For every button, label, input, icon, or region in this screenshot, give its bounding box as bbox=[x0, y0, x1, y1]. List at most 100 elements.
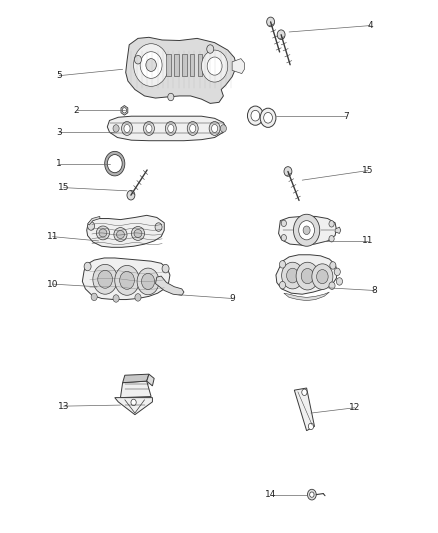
Circle shape bbox=[201, 50, 228, 82]
Polygon shape bbox=[120, 381, 151, 398]
Circle shape bbox=[207, 45, 214, 53]
Circle shape bbox=[303, 226, 310, 235]
Polygon shape bbox=[284, 292, 329, 301]
Text: 14: 14 bbox=[265, 490, 276, 499]
Circle shape bbox=[334, 268, 340, 276]
Circle shape bbox=[88, 222, 95, 230]
Circle shape bbox=[279, 261, 286, 268]
Circle shape bbox=[330, 262, 336, 269]
Ellipse shape bbox=[114, 228, 127, 241]
Polygon shape bbox=[166, 54, 171, 76]
Circle shape bbox=[146, 59, 156, 71]
Circle shape bbox=[134, 44, 169, 86]
Circle shape bbox=[302, 389, 307, 395]
Circle shape bbox=[282, 262, 304, 289]
Circle shape bbox=[140, 52, 162, 78]
Text: 8: 8 bbox=[371, 286, 378, 295]
Ellipse shape bbox=[99, 229, 107, 237]
Ellipse shape bbox=[212, 124, 218, 132]
Ellipse shape bbox=[124, 124, 130, 132]
Text: 4: 4 bbox=[367, 21, 373, 30]
Circle shape bbox=[247, 106, 263, 125]
Ellipse shape bbox=[144, 122, 154, 135]
Circle shape bbox=[107, 155, 122, 173]
Circle shape bbox=[317, 270, 328, 284]
Circle shape bbox=[141, 273, 155, 289]
Text: 15: 15 bbox=[58, 183, 69, 192]
Polygon shape bbox=[182, 54, 187, 76]
Circle shape bbox=[267, 17, 275, 27]
Circle shape bbox=[310, 492, 314, 497]
Circle shape bbox=[329, 236, 334, 242]
Circle shape bbox=[115, 265, 139, 295]
Circle shape bbox=[286, 268, 299, 283]
Ellipse shape bbox=[187, 122, 198, 135]
Circle shape bbox=[279, 281, 286, 289]
Circle shape bbox=[162, 264, 169, 273]
Text: 2: 2 bbox=[74, 106, 79, 115]
Ellipse shape bbox=[134, 229, 142, 237]
Ellipse shape bbox=[190, 124, 196, 132]
Polygon shape bbox=[279, 216, 336, 245]
Circle shape bbox=[251, 110, 260, 121]
Circle shape bbox=[127, 190, 135, 200]
Circle shape bbox=[113, 295, 119, 302]
Circle shape bbox=[281, 235, 286, 241]
Ellipse shape bbox=[146, 124, 152, 132]
Circle shape bbox=[120, 271, 134, 289]
Circle shape bbox=[329, 282, 335, 289]
Polygon shape bbox=[232, 59, 244, 74]
Polygon shape bbox=[115, 398, 152, 415]
Circle shape bbox=[135, 294, 141, 301]
Circle shape bbox=[113, 125, 119, 132]
Ellipse shape bbox=[168, 124, 174, 132]
Polygon shape bbox=[126, 37, 237, 103]
Polygon shape bbox=[147, 374, 154, 386]
Polygon shape bbox=[87, 215, 164, 247]
Circle shape bbox=[284, 167, 292, 176]
Circle shape bbox=[155, 223, 162, 231]
Ellipse shape bbox=[96, 226, 110, 240]
Polygon shape bbox=[198, 54, 202, 76]
Ellipse shape bbox=[117, 230, 124, 239]
Circle shape bbox=[134, 55, 141, 64]
Text: 1: 1 bbox=[56, 159, 62, 168]
Ellipse shape bbox=[121, 122, 132, 135]
Polygon shape bbox=[294, 388, 314, 431]
Ellipse shape bbox=[209, 122, 220, 135]
Text: 12: 12 bbox=[349, 403, 360, 412]
Text: 5: 5 bbox=[56, 71, 62, 80]
Text: 9: 9 bbox=[229, 294, 235, 303]
Circle shape bbox=[98, 270, 113, 288]
Text: 3: 3 bbox=[56, 128, 62, 136]
Circle shape bbox=[131, 399, 136, 406]
Circle shape bbox=[137, 268, 159, 295]
Circle shape bbox=[264, 112, 272, 123]
Circle shape bbox=[307, 489, 316, 500]
Polygon shape bbox=[190, 54, 194, 76]
Circle shape bbox=[260, 108, 276, 127]
Circle shape bbox=[93, 264, 117, 294]
Circle shape bbox=[281, 220, 286, 227]
Polygon shape bbox=[121, 106, 128, 115]
Text: 13: 13 bbox=[58, 402, 69, 410]
Text: 11: 11 bbox=[47, 232, 58, 241]
Circle shape bbox=[207, 57, 222, 75]
Circle shape bbox=[336, 278, 343, 285]
Polygon shape bbox=[123, 374, 149, 383]
Circle shape bbox=[84, 262, 91, 271]
Circle shape bbox=[122, 108, 127, 113]
Circle shape bbox=[312, 264, 333, 289]
Polygon shape bbox=[82, 258, 170, 300]
Text: 11: 11 bbox=[362, 237, 374, 245]
Text: 15: 15 bbox=[362, 166, 374, 175]
Text: 7: 7 bbox=[343, 112, 349, 120]
Circle shape bbox=[299, 221, 314, 240]
Circle shape bbox=[329, 221, 334, 227]
Circle shape bbox=[105, 151, 125, 176]
Ellipse shape bbox=[166, 122, 176, 135]
Circle shape bbox=[220, 125, 226, 132]
Ellipse shape bbox=[131, 227, 145, 240]
Circle shape bbox=[308, 423, 314, 430]
Circle shape bbox=[277, 30, 285, 39]
